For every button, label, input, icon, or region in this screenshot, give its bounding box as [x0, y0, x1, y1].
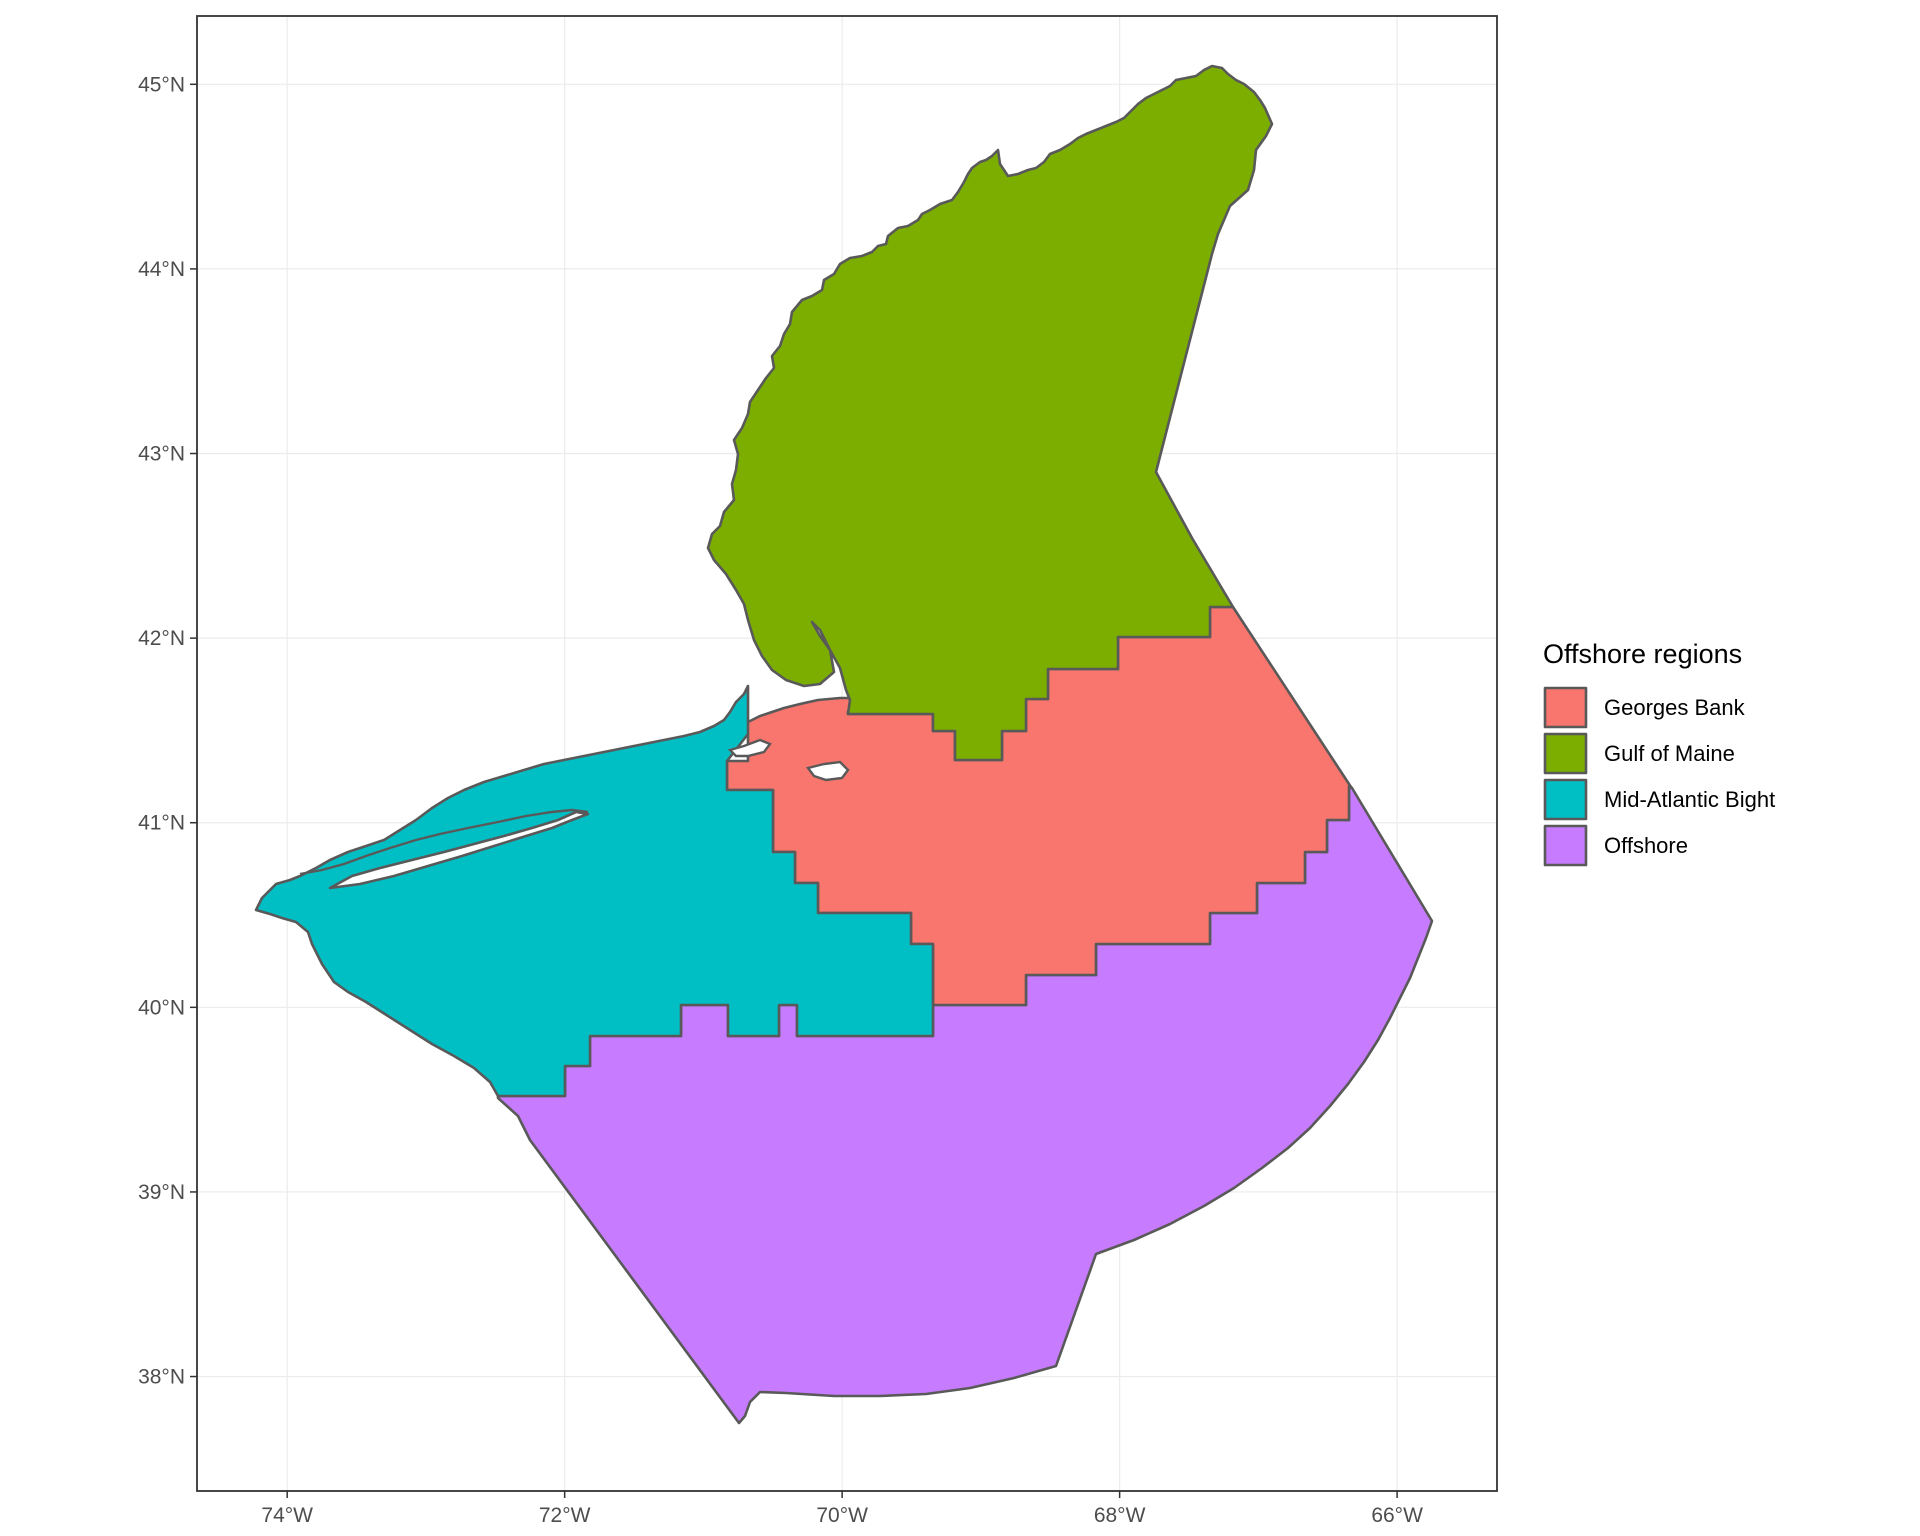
x-tick-label: 72°W: [539, 1504, 591, 1527]
legend-key-offshore: [1543, 824, 1588, 867]
y-tick-label: 45°N: [138, 73, 185, 96]
legend-label-mid-atlantic-bight: Mid-Atlantic Bight: [1604, 787, 1775, 812]
y-axis: 45°N 44°N 43°N 42°N 41°N 40°N 39°N 38°N: [138, 73, 197, 1389]
nantucket-outline: [805, 760, 850, 782]
legend-key-mid-atlantic-bight: [1543, 778, 1588, 821]
y-tick-label: 44°N: [138, 258, 185, 281]
panel-border: [196, 15, 1498, 1492]
x-tick-label: 70°W: [816, 1504, 868, 1527]
legend-item-offshore: Offshore: [1543, 824, 1688, 867]
legend-item-gulf-of-maine: Gulf of Maine: [1543, 732, 1735, 775]
legend-item-mid-atlantic-bight: Mid-Atlantic Bight: [1543, 778, 1775, 821]
legend-key-georges-bank: [1543, 686, 1588, 729]
legend-label-offshore: Offshore: [1604, 833, 1688, 858]
y-tick-label: 39°N: [138, 1181, 185, 1204]
x-tick-label: 74°W: [261, 1504, 313, 1527]
y-tick-label: 42°N: [138, 627, 185, 650]
long-island-sound-outline: [299, 808, 589, 876]
legend-label-gulf-of-maine: Gulf of Maine: [1604, 741, 1735, 766]
legend: Offshore regions Georges Bank Gulf of Ma…: [1543, 639, 1775, 867]
y-tick-label: 41°N: [138, 812, 185, 835]
region-mid-atlantic-bight: [254, 684, 935, 1098]
legend-label-georges-bank: Georges Bank: [1604, 695, 1746, 720]
legend-item-georges-bank: Georges Bank: [1543, 686, 1746, 729]
legend-key-gulf-of-maine: [1543, 732, 1588, 775]
legend-title: Offshore regions: [1543, 639, 1742, 669]
y-tick-label: 40°N: [138, 996, 185, 1019]
marthas-vineyard-outline: [727, 738, 772, 758]
y-tick-label: 38°N: [138, 1366, 185, 1389]
region-gulf-of-maine: [706, 64, 1274, 762]
y-tick-label: 43°N: [138, 443, 185, 466]
map-panel: [197, 16, 1497, 1491]
x-axis: 74°W 72°W 70°W 68°W 66°W: [261, 1491, 1423, 1527]
x-tick-label: 68°W: [1094, 1504, 1146, 1527]
x-tick-label: 66°W: [1371, 1504, 1423, 1527]
